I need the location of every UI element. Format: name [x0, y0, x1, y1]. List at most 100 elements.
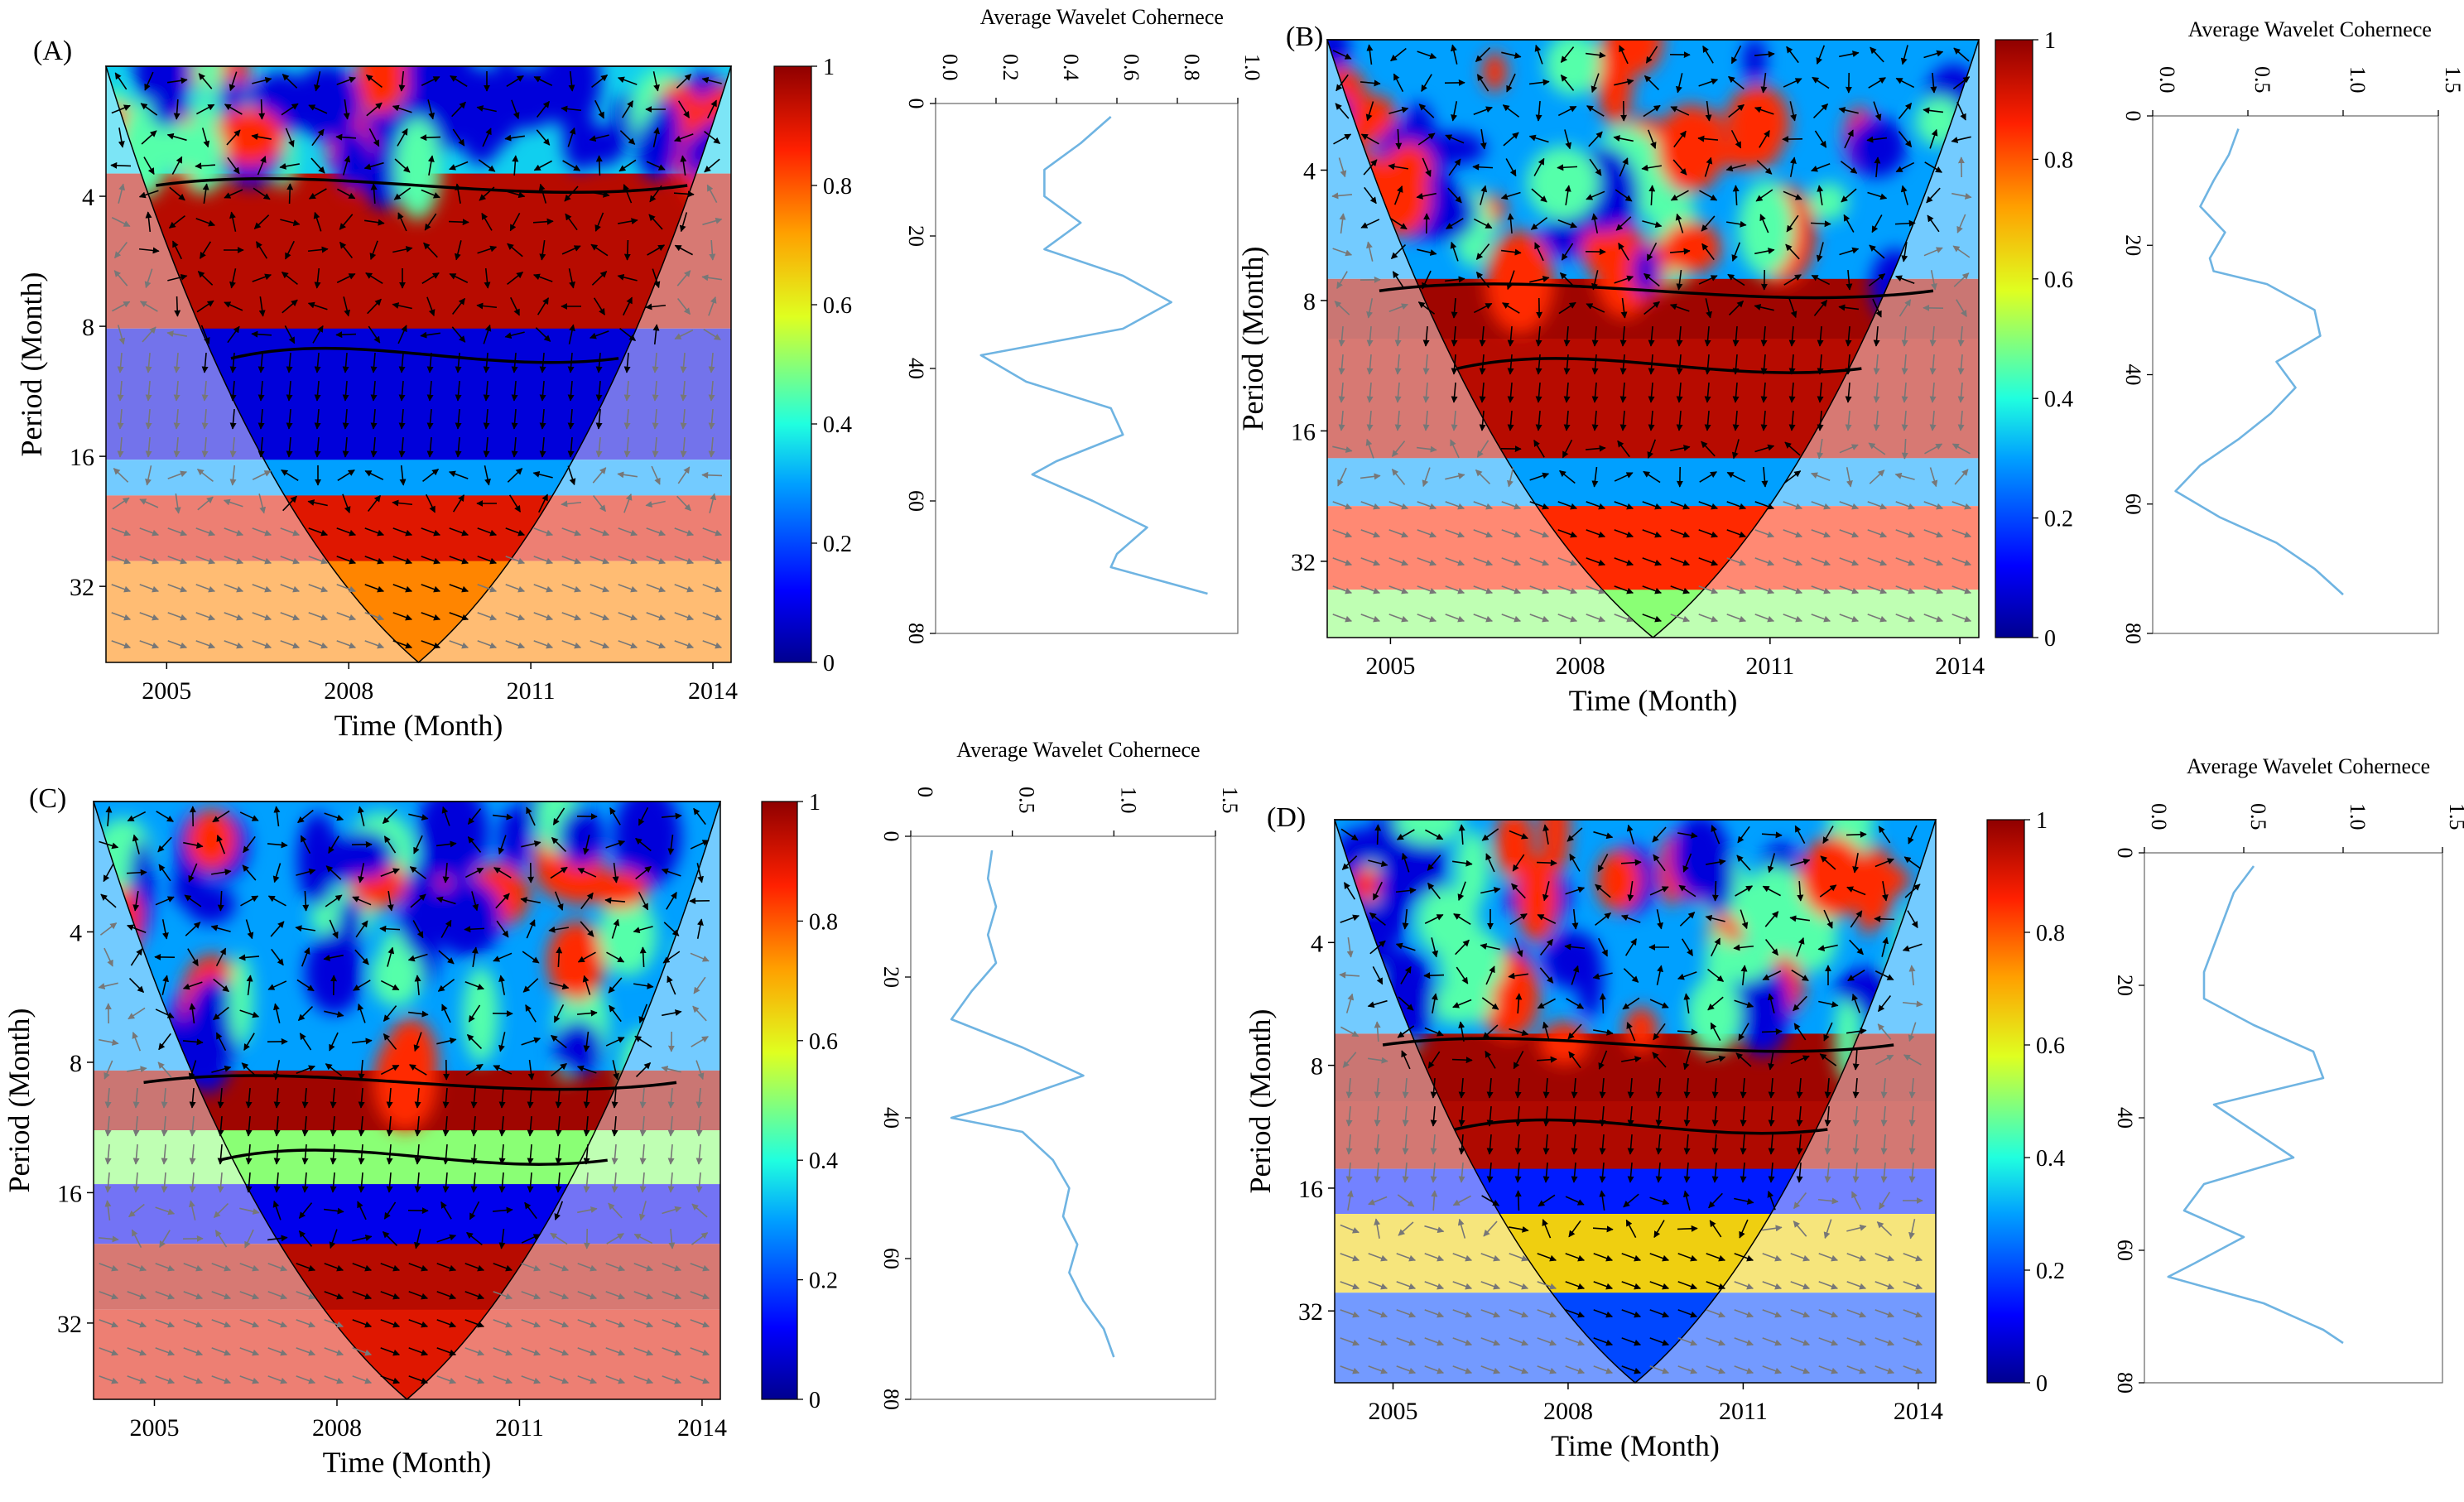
phase-arrow	[652, 127, 660, 147]
phase-arrow	[1642, 220, 1663, 229]
phase-arrow	[1868, 77, 1886, 89]
phase-arrow	[1365, 101, 1374, 122]
heatmap-blob	[456, 67, 507, 165]
phase-arrow	[1874, 156, 1881, 178]
phase-arrow	[229, 465, 237, 486]
phase-arrow	[364, 219, 385, 226]
phase-arrows	[1331, 44, 1972, 623]
phase-arrow	[421, 76, 440, 86]
phase-arrow	[166, 330, 187, 338]
phase-arrow	[568, 324, 575, 344]
heatmap-blob	[1482, 51, 1508, 92]
period-tick-label: 8	[1303, 288, 1316, 315]
heatmap-blob	[1702, 837, 1735, 917]
phase-arrow	[623, 184, 633, 204]
heatmap-blob	[1657, 104, 1725, 193]
phase-arrow	[252, 640, 272, 649]
phase-arrow	[646, 161, 666, 171]
phase-arrow	[477, 527, 498, 537]
phase-arrow	[1930, 72, 1937, 94]
phase-arrow	[594, 99, 604, 119]
phase-arrow	[1730, 45, 1742, 65]
phase-arrow	[343, 99, 350, 120]
phase-arrow	[589, 134, 609, 142]
heatmap-blob	[297, 812, 339, 907]
phase-arrow	[286, 352, 293, 373]
phase-arrow	[280, 612, 301, 621]
colorbar-tick-label: 1	[2036, 808, 2048, 834]
heatmap-blob	[1527, 146, 1600, 220]
phase-arrow	[1534, 44, 1543, 65]
phase-arrow	[701, 471, 723, 479]
phase-arrow	[507, 243, 523, 258]
phase-arrow	[1676, 73, 1683, 94]
phase-arrow	[1374, 824, 1382, 845]
phase-arrow	[539, 352, 546, 373]
phase-arrow	[676, 298, 691, 315]
phase-arrow	[618, 159, 637, 172]
phase-arrow	[426, 493, 436, 513]
phase-arrow	[311, 128, 325, 147]
avg-period-tick-label: 0	[2121, 111, 2145, 122]
phase-arrow	[674, 640, 695, 649]
phase-arrow	[455, 352, 462, 373]
phase-arrow	[1531, 188, 1547, 203]
phase-arrow	[1786, 214, 1799, 233]
phase-arrow	[145, 352, 152, 373]
avg-period-tick-label: 80	[904, 623, 928, 644]
phase-arrow	[1450, 241, 1459, 262]
heatmap-blob	[649, 97, 681, 164]
phase-arrow	[1480, 185, 1488, 205]
phase-arrow	[1701, 215, 1716, 232]
phase-arrow	[258, 296, 266, 317]
phase-arrow	[646, 584, 667, 593]
period-tick-label: 32	[70, 574, 94, 601]
avg-period-tick-label: 60	[2113, 1240, 2137, 1261]
phase-arrow	[1672, 159, 1687, 176]
avg-period-tick-label: 20	[2113, 975, 2137, 996]
period-tick-label: 4	[1311, 930, 1323, 957]
phase-arrow	[392, 584, 413, 593]
phase-arrow	[512, 155, 519, 176]
phase-arrow	[1506, 73, 1516, 93]
phase-arrow	[506, 75, 524, 88]
phase-arrow	[364, 640, 385, 649]
time-tick-label: 2014	[1935, 652, 1985, 680]
phase-arrow	[173, 352, 180, 373]
phase-arrow	[1618, 243, 1629, 261]
phase-arrow	[398, 380, 406, 402]
phase-arrow	[619, 327, 637, 342]
time-tick-label: 2014	[688, 677, 738, 705]
phase-arrow	[1418, 104, 1435, 118]
phase-arrow	[364, 584, 385, 593]
phase-arrow	[370, 352, 378, 373]
phase-arrow	[533, 612, 554, 621]
period-tick-label: 16	[1298, 1176, 1323, 1203]
phase-arrow	[1417, 132, 1436, 146]
phase-arrow	[282, 299, 298, 314]
phase-arrow	[421, 556, 441, 565]
phase-arrow	[1673, 130, 1687, 148]
phase-arrow	[281, 103, 299, 116]
phase-arrow	[591, 271, 608, 286]
panel-label: (A)	[33, 36, 72, 66]
coherence-tick-label: 0.8	[1180, 54, 1204, 81]
phase-arrow	[676, 495, 691, 512]
phase-arrow	[1844, 129, 1854, 149]
heatmap-frame	[105, 65, 732, 663]
phase-arrow	[592, 495, 607, 513]
phase-arrow	[224, 189, 243, 199]
phase-arrow	[1783, 190, 1802, 200]
period-tick-label: 32	[1291, 549, 1316, 576]
phase-arrow	[507, 271, 524, 286]
phase-arrow	[313, 211, 322, 232]
phase-arrow	[1894, 219, 1916, 227]
phase-arrow	[167, 527, 188, 537]
phase-arrow	[567, 380, 575, 402]
phase-arrow	[392, 640, 413, 649]
phase-arrow	[1360, 133, 1379, 145]
phase-arrow	[452, 128, 465, 147]
phase-arrow	[224, 584, 244, 593]
phase-arrow	[618, 527, 638, 537]
phase-arrow	[1615, 216, 1632, 231]
